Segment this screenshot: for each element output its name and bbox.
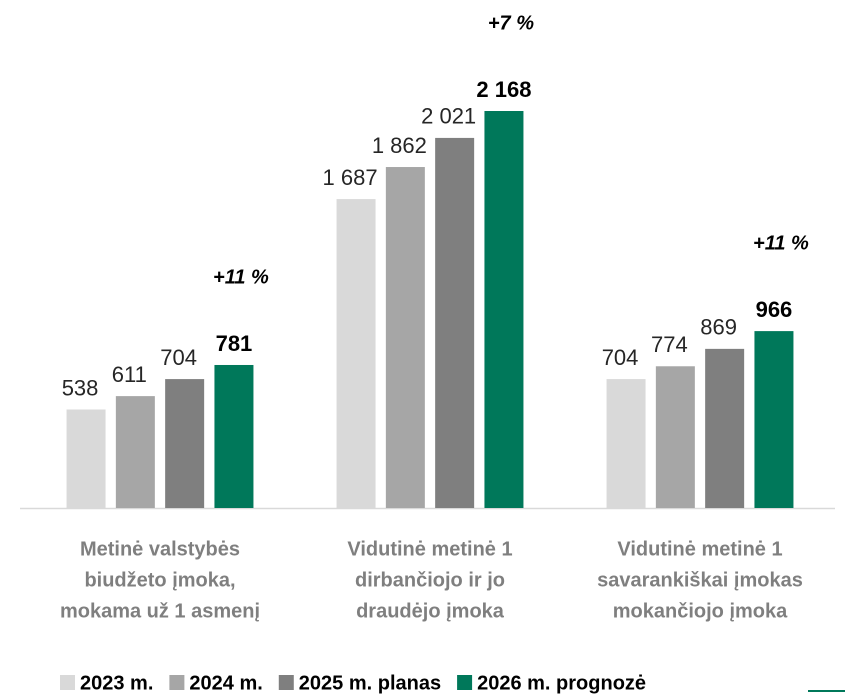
legend-swatch bbox=[169, 675, 185, 690]
legend-swatch bbox=[60, 675, 75, 690]
bar bbox=[754, 331, 794, 508]
value-label: 704 bbox=[602, 345, 639, 370]
value-label: 774 bbox=[651, 332, 688, 357]
category-label: draudėjo įmoka bbox=[356, 600, 505, 622]
bar bbox=[115, 396, 155, 508]
value-label: 538 bbox=[62, 375, 99, 400]
category-label: mokančiojo įmoka bbox=[613, 600, 788, 622]
bar bbox=[66, 409, 106, 508]
annotation: +11 % bbox=[213, 266, 269, 288]
category-label: Metinė valstybės bbox=[80, 538, 240, 560]
bar bbox=[165, 379, 205, 508]
value-label: 611 bbox=[112, 362, 147, 387]
legend-label: 2025 m. planas bbox=[299, 672, 441, 694]
category-label: biudžeto įmoka, bbox=[84, 569, 235, 591]
category-label: savarankiškai įmokas bbox=[597, 569, 803, 591]
value-label: 2 168 bbox=[476, 77, 531, 102]
bar bbox=[484, 111, 524, 508]
category-label: Vidutinė metinė 1 bbox=[617, 538, 782, 560]
value-label: 966 bbox=[756, 297, 793, 322]
value-label: 1 862 bbox=[372, 133, 427, 158]
bar bbox=[385, 167, 425, 509]
bar bbox=[435, 137, 475, 508]
annotation: +7 % bbox=[488, 12, 534, 34]
value-label: 704 bbox=[160, 345, 197, 370]
category-label: Vidutinė metinė 1 bbox=[347, 538, 512, 560]
legend-label: 2024 m. bbox=[189, 672, 262, 694]
value-label: 2 021 bbox=[421, 104, 476, 129]
legend-swatch bbox=[278, 675, 294, 690]
bar bbox=[606, 379, 646, 508]
value-label: 869 bbox=[700, 315, 737, 340]
value-label: 781 bbox=[216, 331, 253, 356]
bar bbox=[336, 199, 376, 508]
legend-swatch bbox=[457, 675, 473, 690]
bar bbox=[214, 364, 254, 508]
category-label: dirbančiojo ir jo bbox=[355, 569, 505, 591]
annotation: +11 % bbox=[753, 232, 809, 254]
category-label: mokama už 1 asmenį bbox=[60, 600, 260, 622]
value-label: 1 687 bbox=[323, 165, 378, 190]
bar bbox=[705, 348, 745, 508]
bar bbox=[655, 366, 695, 508]
legend-label: 2023 m. bbox=[80, 672, 153, 694]
legend-label: 2026 m. prognozė bbox=[477, 672, 646, 694]
